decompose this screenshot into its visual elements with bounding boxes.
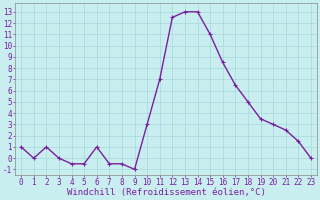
X-axis label: Windchill (Refroidissement éolien,°C): Windchill (Refroidissement éolien,°C) <box>67 188 266 197</box>
